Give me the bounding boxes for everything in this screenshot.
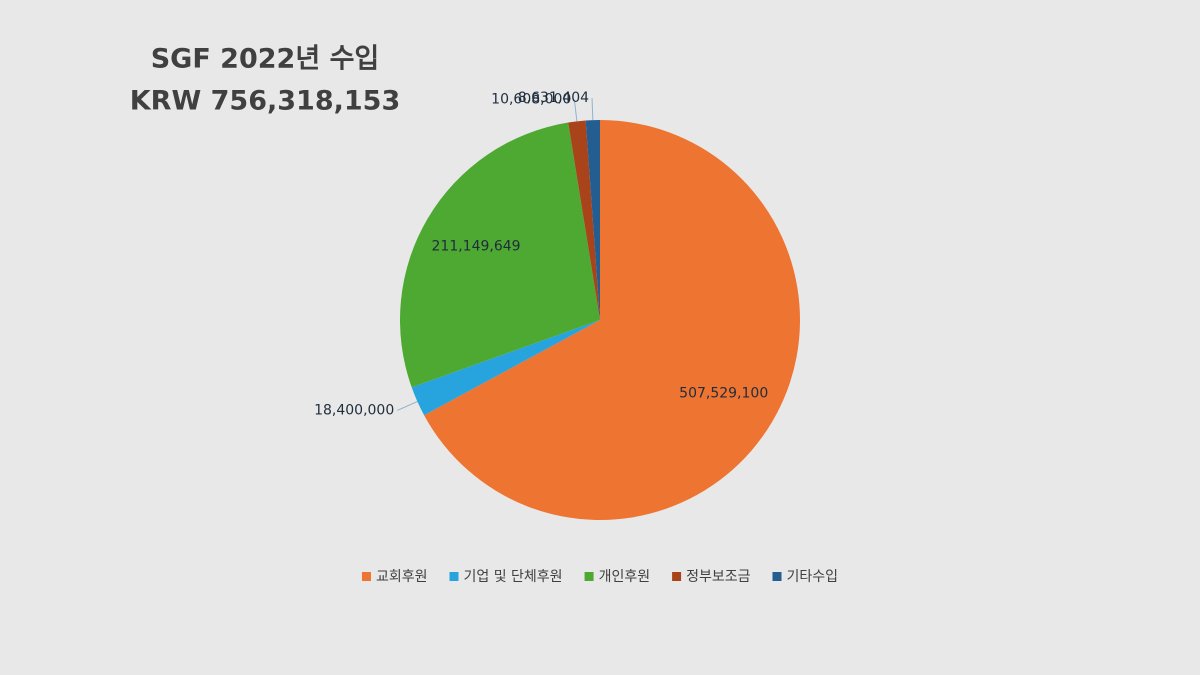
legend-label: 기업 및 단체후원 xyxy=(464,569,563,585)
pie-slice xyxy=(424,120,800,520)
chart-subtitle: KRW 756,318,153 xyxy=(130,86,401,117)
pie-slice xyxy=(585,120,600,320)
legend-label: 개인후원 xyxy=(599,569,651,585)
legend-label: 교회후원 xyxy=(376,569,428,585)
value-label: 507,529,100 xyxy=(679,386,768,402)
pie-slice xyxy=(400,122,600,388)
leader-line xyxy=(397,401,418,411)
legend-swatch xyxy=(449,572,459,581)
legend-swatch xyxy=(361,572,371,581)
legend-label: 정부보조금 xyxy=(686,569,751,585)
value-label: 10,608,000 xyxy=(491,91,571,107)
pie-slice xyxy=(411,320,600,416)
pie-slice xyxy=(568,120,600,321)
legend-swatch xyxy=(584,572,594,581)
legend-label: 기타수입 xyxy=(787,569,839,585)
leader-line xyxy=(573,99,578,122)
value-label: 211,149,649 xyxy=(432,239,521,255)
chart-title: SGF 2022년 수입 xyxy=(151,44,380,75)
legend-swatch xyxy=(672,572,682,581)
value-label: 8,631,404 xyxy=(518,90,589,106)
value-label: 18,400,000 xyxy=(314,402,394,418)
leader-line xyxy=(591,98,594,121)
legend-swatch xyxy=(772,572,782,581)
